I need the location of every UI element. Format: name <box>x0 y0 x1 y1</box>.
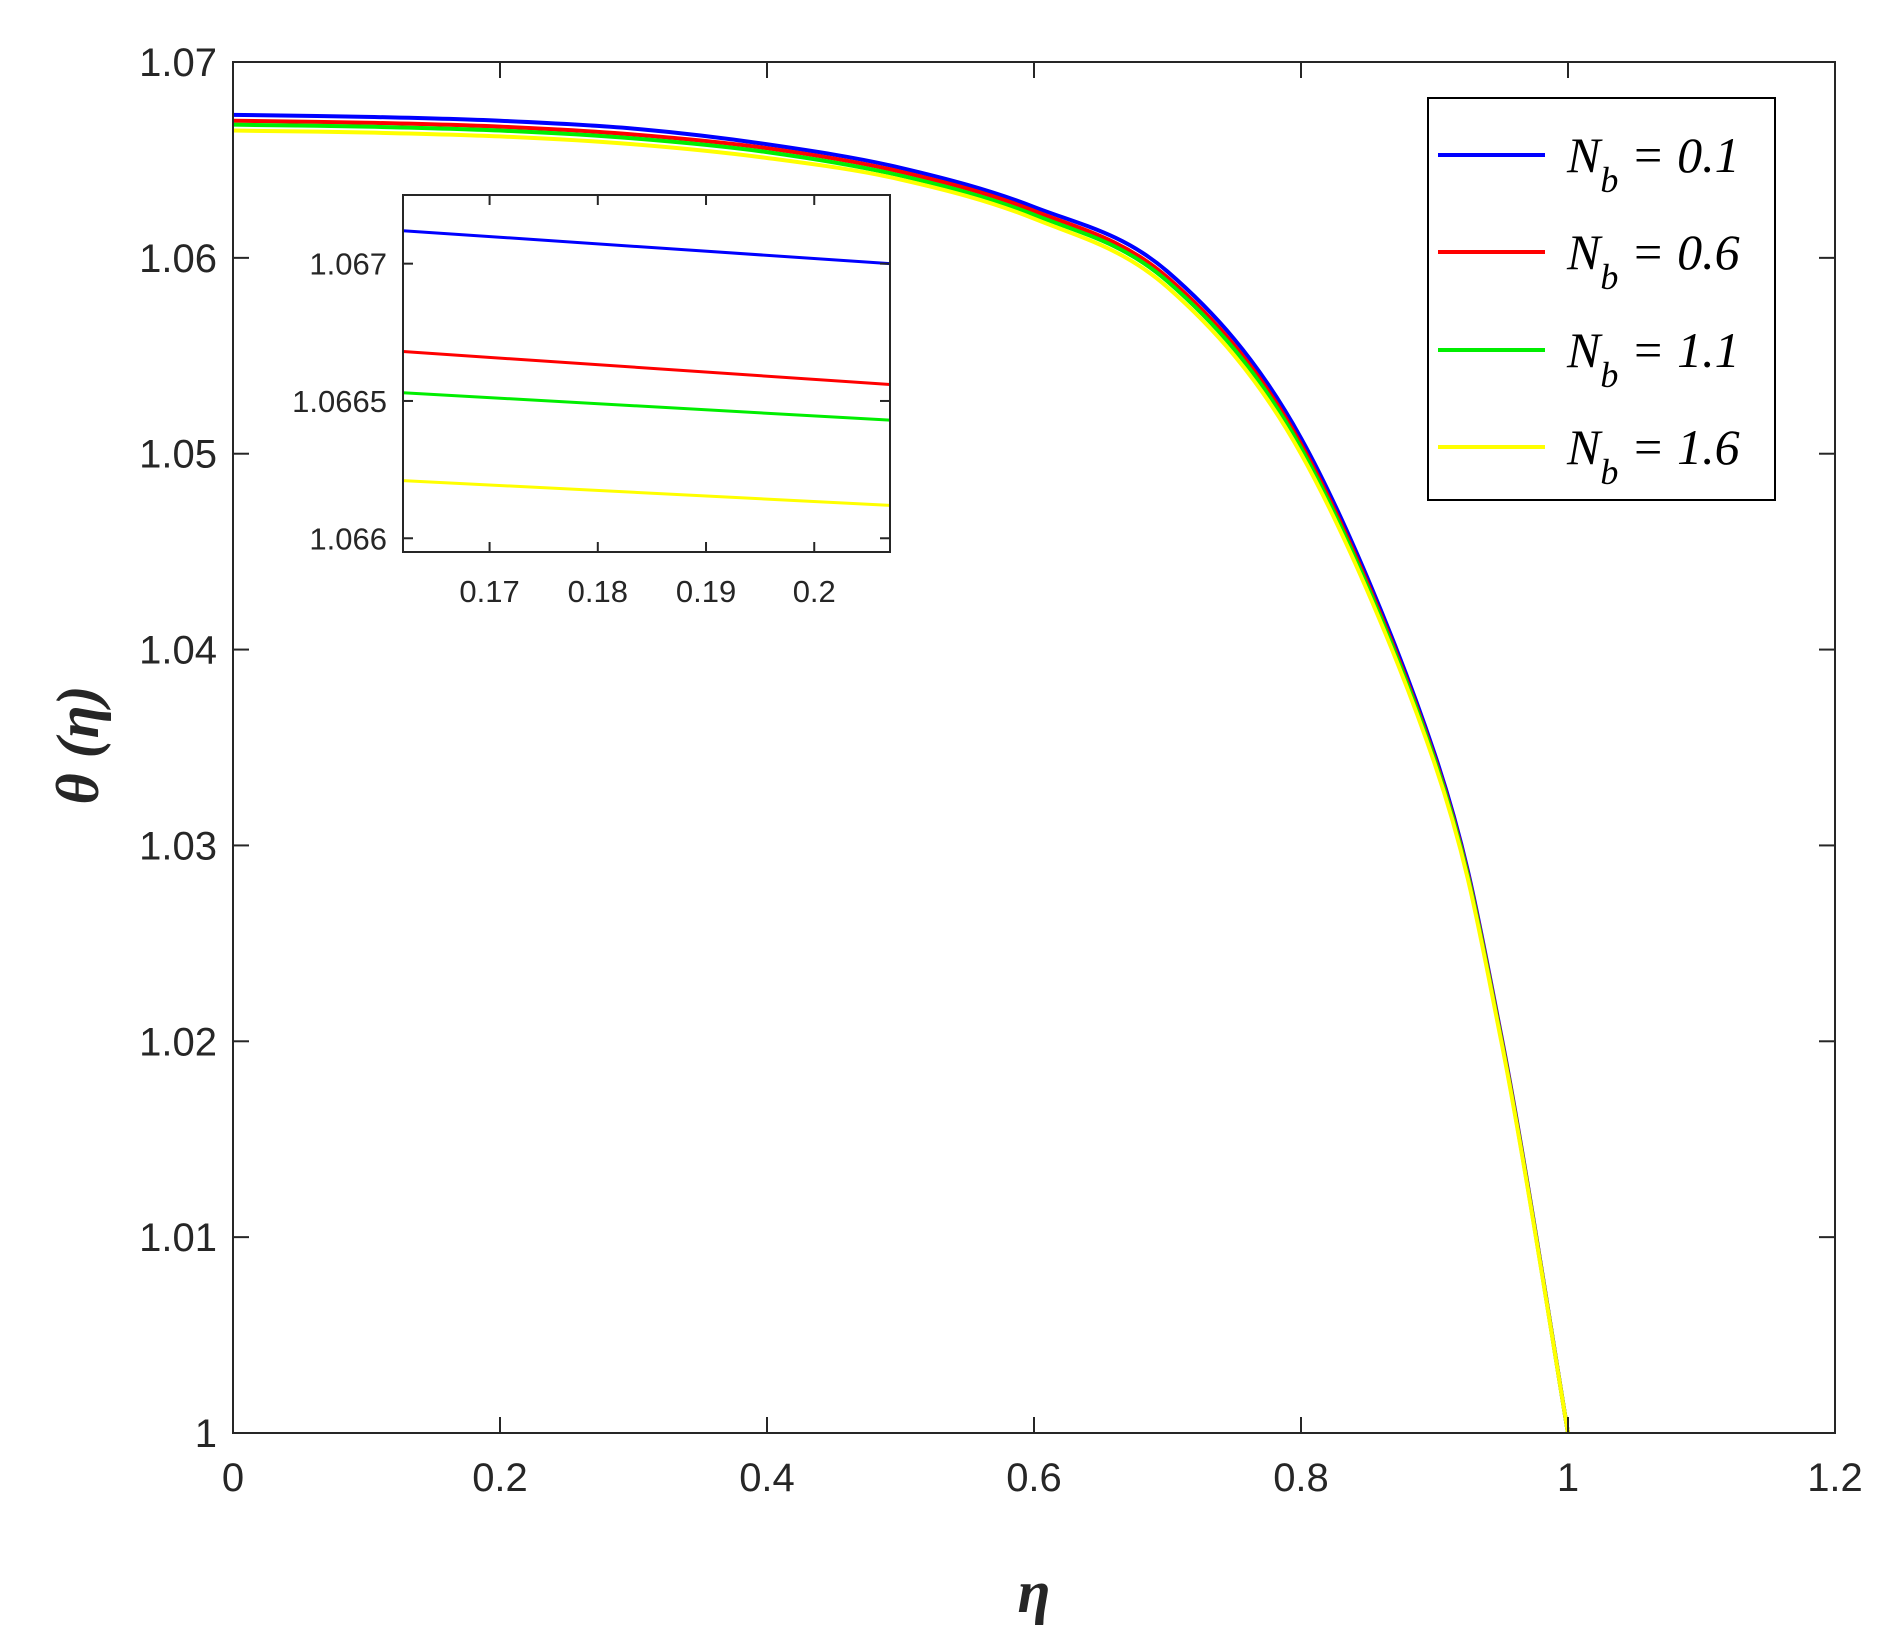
y-tick-label-6: 1.06 <box>139 237 217 281</box>
y-tick-label-2: 1.02 <box>139 1020 217 1064</box>
inset-y-tick-label-2: 1.067 <box>309 247 387 282</box>
legend-label-3: Nb = 1.6 <box>1566 419 1740 492</box>
legend-label-1: Nb = 0.6 <box>1566 224 1740 297</box>
x-tick-label-3: 0.6 <box>1006 1456 1062 1500</box>
legend-label-0: Nb = 0.1 <box>1566 127 1740 200</box>
x-axis-label: η <box>1018 1559 1051 1625</box>
inset-y-tick-label-0: 1.066 <box>309 521 387 556</box>
x-tick-label-4: 0.8 <box>1273 1456 1329 1500</box>
inset-series-line-1 <box>402 350 891 386</box>
main-axis-tick-labels: 0 0.2 0.4 0.6 0.8 1 1.2 1 1.01 1.02 1.03 1.04 1.05 1.… <box>139 41 1863 1500</box>
y-tick-label-7: 1.07 <box>139 41 217 85</box>
inset-x-tick-label-1: 0.18 <box>568 574 628 609</box>
y-tick-label-3: 1.03 <box>139 824 217 868</box>
x-tick-label-0: 0 <box>222 1456 244 1500</box>
inset-x-tick-label-3: 0.2 <box>793 574 836 609</box>
inset-x-tick-label-0: 0.17 <box>459 574 519 609</box>
main-plot-series <box>232 112 1570 1434</box>
series-line-3 <box>232 128 1570 1434</box>
y-axis-label: θ (η) <box>45 685 111 804</box>
legend-entries: Nb = 0.1 Nb = 0.6 Nb = 1.1 Nb = 1.6 <box>1438 127 1740 492</box>
inset-y-tick-label-1: 1.0665 <box>292 384 387 419</box>
inset-series-line-2 <box>402 391 891 422</box>
inset-series-line-3 <box>402 479 891 507</box>
x-tick-label-2: 0.4 <box>739 1456 795 1500</box>
x-tick-label-1: 0.2 <box>472 1456 528 1500</box>
legend-box <box>1427 97 1776 501</box>
y-tick-label-1: 1.01 <box>139 1216 217 1260</box>
inset-series-line-0 <box>402 229 891 266</box>
y-tick-label-4: 1.04 <box>139 629 217 673</box>
inset-plot-series <box>402 229 891 507</box>
x-tick-label-6: 1.2 <box>1807 1456 1863 1500</box>
inset-x-tick-label-2: 0.19 <box>676 574 736 609</box>
inset-plot: 0.17 0.18 0.19 0.2 1.066 1.0665 1.067 <box>292 194 891 609</box>
legend: Nb = 0.1 Nb = 0.6 Nb = 1.1 Nb = 1.6 <box>1427 97 1776 501</box>
legend-label-2: Nb = 1.1 <box>1566 322 1740 395</box>
y-tick-label-5: 1.05 <box>139 433 217 477</box>
inset-axis-tick-labels: 0.17 0.18 0.19 0.2 1.066 1.0665 1.067 <box>292 247 836 609</box>
main-axis-ticks <box>232 61 1836 1434</box>
inset-plot-frame <box>402 194 891 553</box>
x-tick-label-5: 1 <box>1557 1456 1579 1500</box>
inset-axis-ticks <box>403 195 890 552</box>
y-tick-label-0: 1 <box>195 1412 217 1456</box>
